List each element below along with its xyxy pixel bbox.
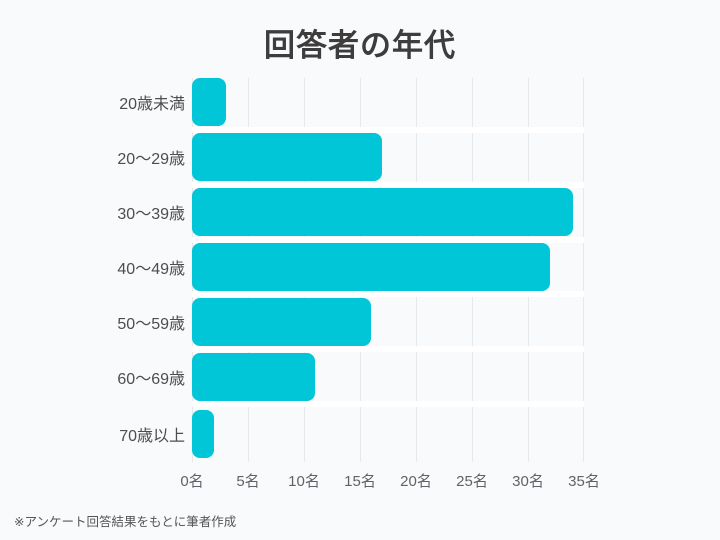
source-note: ※アンケート回答結果をもとに筆者作成 — [14, 515, 237, 529]
x-tick-label: 0名 — [180, 473, 204, 490]
bar-row: 60〜69歳 — [117, 352, 584, 408]
bar-row: 70歳以上 — [119, 407, 584, 462]
x-tick-label: 10名 — [288, 473, 320, 490]
bar — [192, 297, 372, 346]
category-label: 30〜39歳 — [117, 206, 185, 224]
bar-row: 20〜29歳 — [117, 133, 584, 188]
bar-row: 30〜39歳 — [117, 188, 584, 243]
bar — [192, 133, 383, 182]
gridline — [583, 78, 584, 462]
bar-row: 20歳未満 — [119, 78, 584, 133]
plot-area: 20歳未満 20〜29歳 30〜39歳 40〜49歳 50〜59歳 60〜69歳 — [117, 78, 600, 490]
category-label: 20歳未満 — [119, 96, 185, 114]
bar — [192, 78, 226, 127]
category-label: 20〜29歳 — [117, 151, 185, 169]
category-label: 40〜49歳 — [117, 260, 185, 278]
bar — [192, 242, 551, 291]
bar — [192, 410, 215, 459]
x-tick-label: 15名 — [344, 473, 376, 490]
x-axis: 0名 5名 10名 15名 20名 25名 30名 35名 — [180, 462, 600, 490]
x-tick-label: 35名 — [568, 473, 600, 490]
bar-row: 40〜49歳 — [117, 242, 584, 298]
bar-row: 50〜59歳 — [117, 297, 584, 353]
x-tick-label: 5名 — [236, 473, 260, 490]
x-tick-label: 20名 — [400, 473, 432, 490]
x-tick-label: 25名 — [456, 473, 488, 490]
category-label: 70歳以上 — [119, 428, 185, 446]
x-tick-label: 30名 — [512, 473, 544, 490]
category-label: 50〜59歳 — [117, 315, 185, 333]
bar — [192, 352, 316, 401]
bar-rows: 20歳未満 20〜29歳 30〜39歳 40〜49歳 50〜59歳 60〜69歳 — [117, 78, 584, 462]
bar — [192, 188, 573, 237]
chart-title: 回答者の年代 — [264, 28, 456, 63]
category-label: 60〜69歳 — [117, 370, 185, 388]
